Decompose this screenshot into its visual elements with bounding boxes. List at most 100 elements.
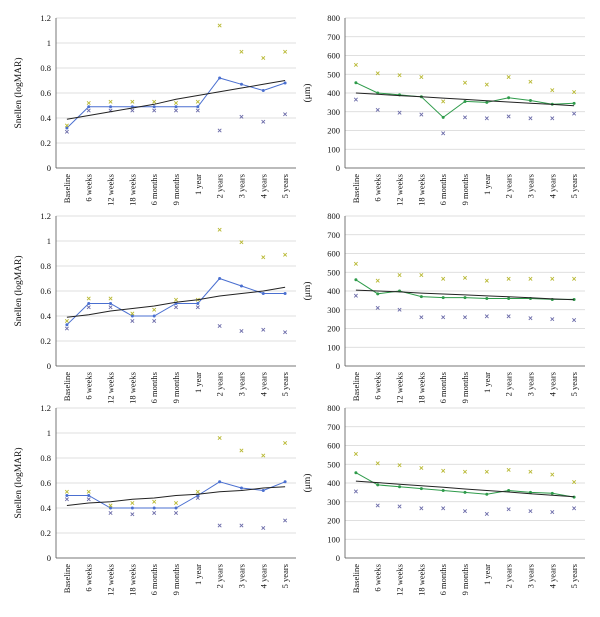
upper-bound-point [217, 23, 222, 28]
y-tick-label: 1 [47, 38, 51, 48]
lower-bound-point [462, 115, 468, 120]
lower-bound-point [217, 523, 222, 528]
upper-bound-point [130, 311, 135, 316]
y-tick-label: 1.2 [40, 211, 51, 221]
y-tick-label: 100 [327, 534, 340, 544]
lower-bound-point [173, 108, 179, 113]
y-tick-label: 0.4 [40, 503, 51, 513]
chart-panel-5: 0 0.2 0.4 0.6 0.8 1 1.2 Baseline 6 weeks 12 weeks… [13, 403, 296, 596]
upper-bound-point [152, 99, 157, 104]
mean-point [109, 506, 113, 510]
x-tick-label: 6 weeks [84, 372, 94, 400]
mean-point [152, 506, 156, 510]
y-tick-label: 0.6 [40, 88, 51, 98]
lower-bound-point [397, 504, 402, 509]
x-tick-label: 1 year [193, 372, 203, 393]
lower-bound-point [506, 114, 511, 119]
upper-bound-point [353, 62, 358, 67]
x-tick-label: 9 months [460, 174, 470, 205]
mean-point [550, 491, 554, 495]
mean-point [87, 494, 91, 497]
x-tick-label: 6 weeks [84, 174, 94, 202]
x-tick-label: 3 years [236, 564, 246, 588]
upper-bound-point [130, 500, 135, 506]
mean-point [130, 314, 134, 318]
upper-bound-point [173, 500, 179, 506]
y-tick-label: 400 [327, 286, 340, 296]
y-tick-label: 0.4 [40, 311, 51, 321]
x-tick-label: 6 months [149, 174, 159, 205]
y-tick-label: 500 [327, 267, 340, 277]
y-tick-label: 1.2 [40, 13, 51, 23]
lower-bound-point [528, 509, 533, 514]
y-tick-label: 0.6 [40, 478, 51, 488]
upper-bound-point [397, 73, 402, 78]
y-tick-label: 0 [47, 163, 51, 173]
x-tick-label: 5 years [280, 372, 290, 396]
lower-bound-point [261, 119, 266, 124]
upper-bound-point [550, 88, 555, 93]
x-tick-label: 18 weeks [127, 174, 137, 206]
y-tick-label: 800 [327, 403, 340, 413]
y-axis-title: (μm) [302, 282, 313, 301]
upper-bound-point [375, 278, 380, 283]
lower-bound-point [108, 305, 113, 310]
mean-point [152, 314, 156, 318]
lower-bound-point [528, 316, 533, 321]
x-tick-label: 1 year [482, 174, 492, 195]
upper-bound-point [195, 99, 200, 104]
x-tick-label: 18 weeks [127, 372, 137, 404]
x-tick-label: 5 years [280, 174, 290, 198]
mean-point [218, 480, 222, 484]
mean-point [485, 492, 489, 496]
x-tick-label: 12 weeks [106, 564, 116, 596]
x-tick-label: 9 months [171, 372, 181, 403]
x-tick-label: 6 months [438, 174, 448, 205]
lower-bound-point [130, 512, 135, 517]
upper-bound-point [86, 296, 91, 301]
mean-line [66, 277, 286, 326]
y-axis-title: Snellen (logMAR) [13, 58, 24, 129]
y-tick-label: 0 [47, 361, 51, 371]
x-tick-label: 6 weeks [373, 372, 383, 400]
lower-bound-point [195, 495, 200, 501]
y-tick-label: 500 [327, 69, 340, 79]
lower-bound-point [353, 293, 358, 298]
upper-bound-point [397, 273, 402, 278]
x-tick-label: 5 years [569, 372, 579, 396]
upper-bound-point [375, 461, 380, 466]
upper-bound-point [462, 275, 468, 280]
upper-bound-point [528, 469, 533, 474]
x-tick-label: 12 weeks [106, 372, 116, 404]
upper-bound-point [353, 451, 358, 456]
mean-point [283, 480, 287, 484]
trend-line [66, 80, 286, 120]
x-tick-label: 6 weeks [84, 564, 94, 592]
y-tick-label: 400 [327, 88, 340, 98]
upper-bound-point [484, 278, 489, 283]
y-tick-label: 200 [327, 516, 340, 526]
y-tick-label: 400 [327, 478, 340, 488]
mean-point [485, 297, 489, 300]
lower-bound-point [375, 107, 380, 112]
upper-bound-point [506, 467, 511, 472]
lower-bound-point [419, 506, 424, 511]
lower-bound-point [462, 315, 468, 320]
lower-bound-point [397, 307, 402, 312]
x-tick-label: 9 months [460, 372, 470, 403]
upper-bound-point [528, 79, 533, 84]
mean-point [354, 278, 358, 282]
lower-bound-point [108, 510, 113, 516]
x-tick-label: 9 months [171, 564, 181, 595]
upper-bound-point [484, 82, 489, 87]
mean-point [283, 292, 287, 295]
upper-bound-point [419, 465, 424, 471]
lower-bound-point [375, 305, 380, 310]
y-tick-label: 800 [327, 211, 340, 221]
lower-bound-point [484, 116, 489, 121]
y-tick-label: 1 [47, 236, 51, 246]
mean-point [65, 126, 69, 130]
mean-point [376, 292, 380, 296]
mean-point [261, 292, 265, 295]
x-tick-label: 12 weeks [395, 372, 405, 404]
